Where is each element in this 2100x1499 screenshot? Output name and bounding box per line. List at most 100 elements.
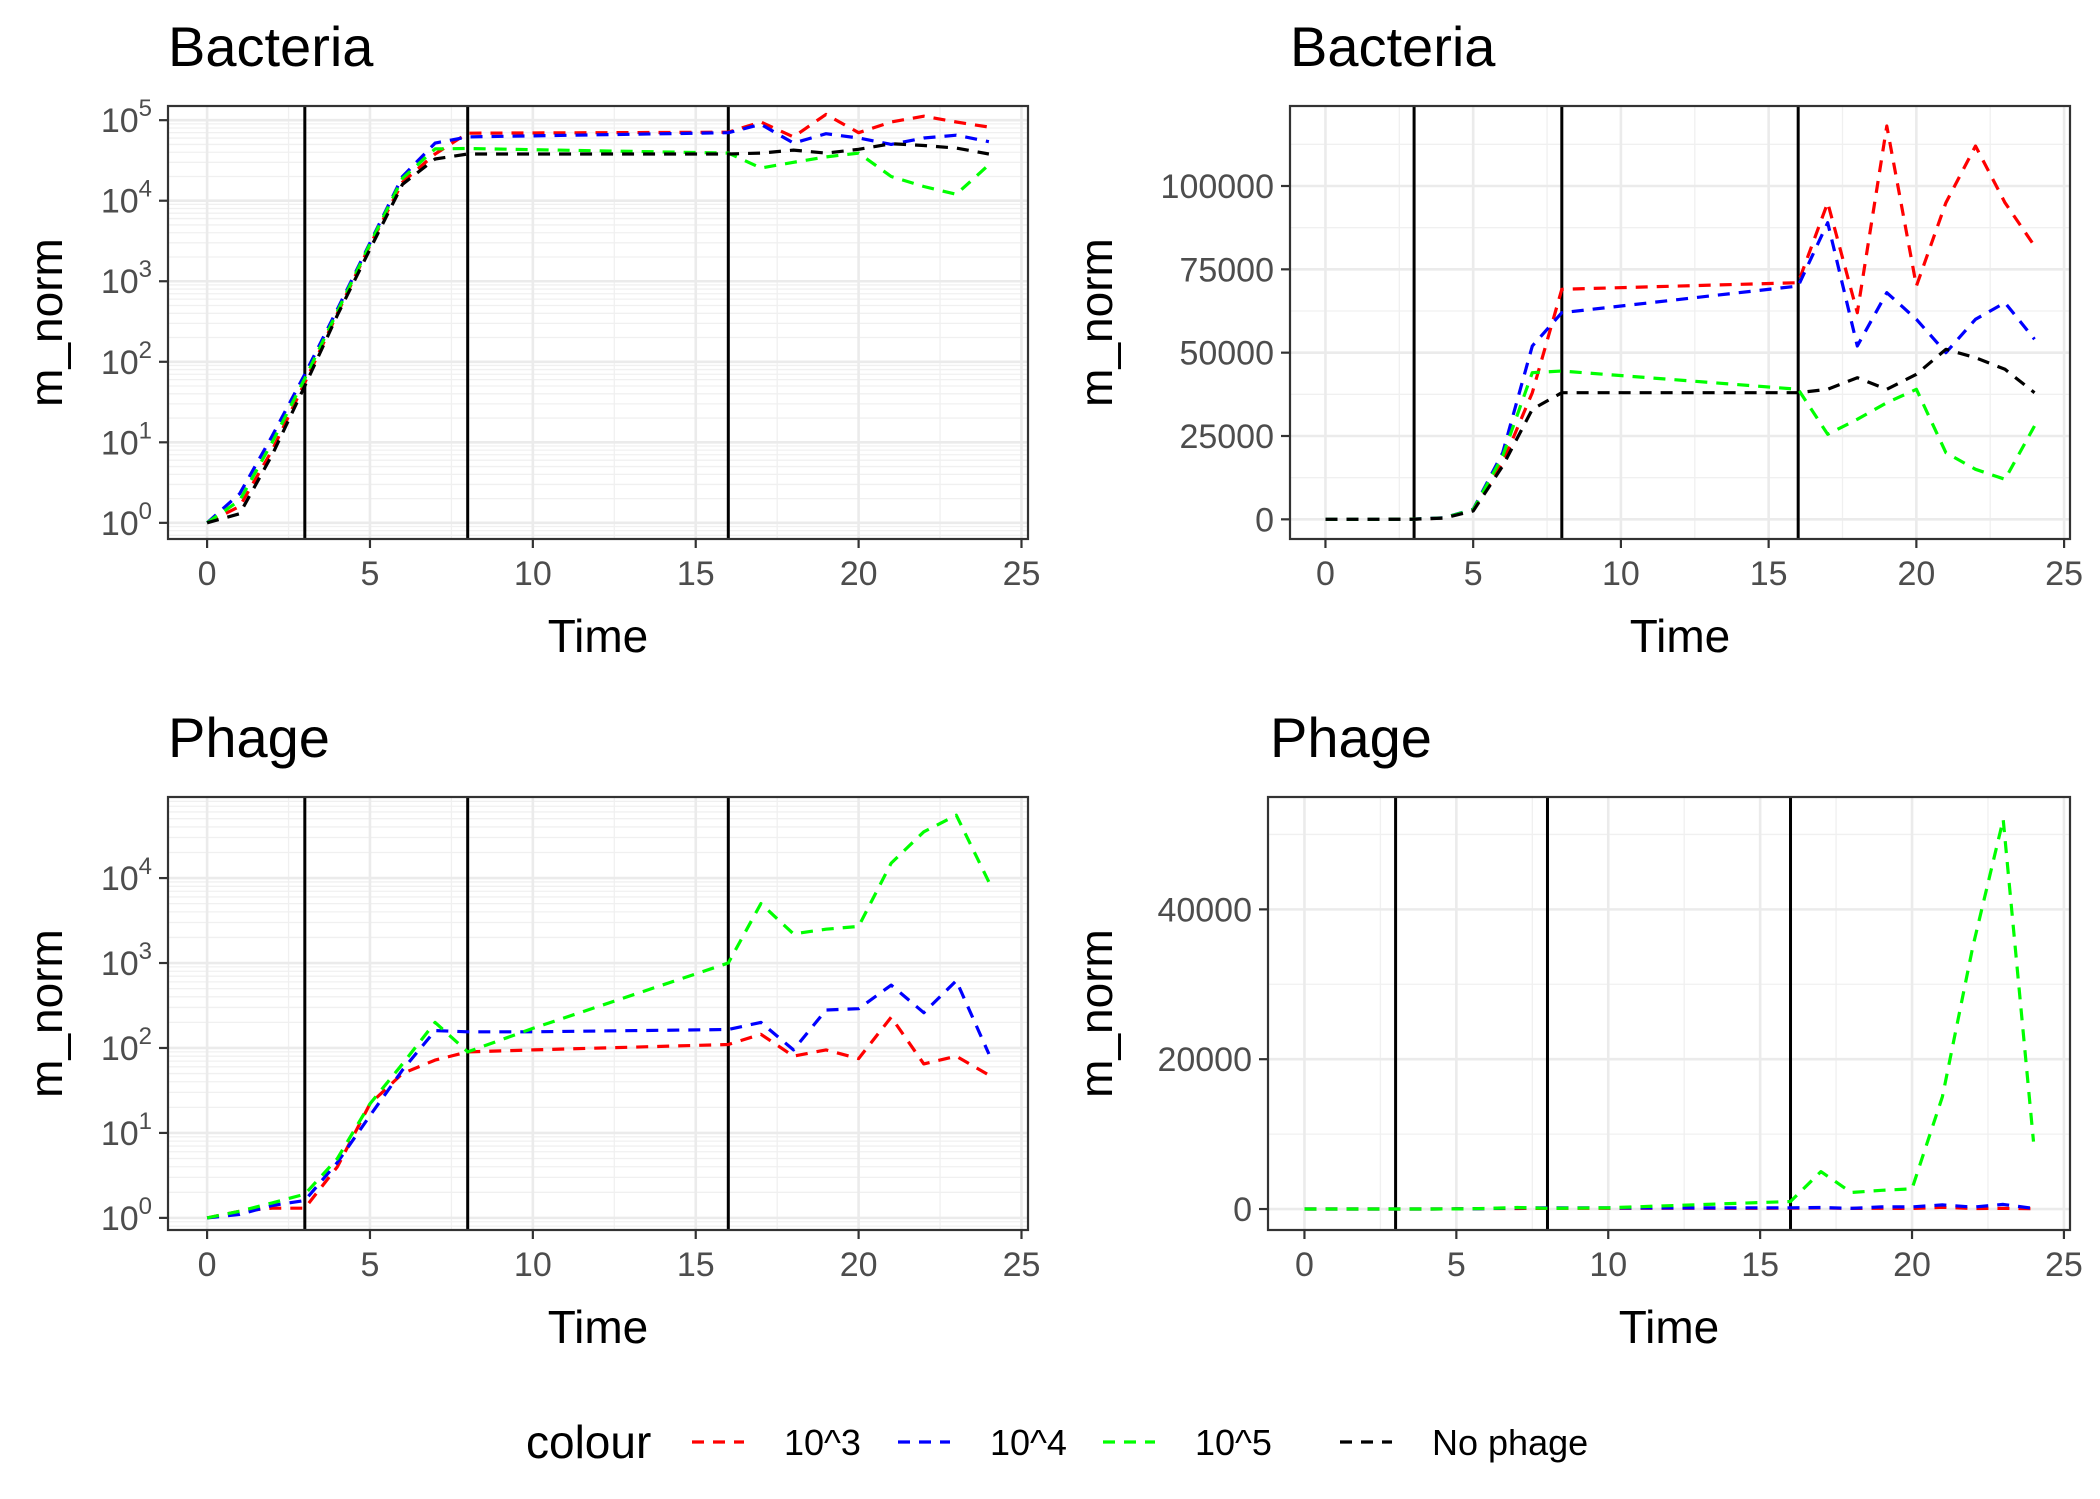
y-axis-title: m_norm [20,929,72,1098]
panel-2: 0 5 10 15 20 25 0 25000 50000 75000 100000 Bacteria… [1070,15,2083,662]
legend-title: colour [526,1416,651,1468]
y-tick-label: 103 [101,938,152,983]
y-tick-label: 102 [101,337,152,382]
series [206,112,990,525]
y-tick-label: 100 [101,1193,152,1238]
x-tick-label: 10 [514,555,552,593]
series-line-10-4 [206,122,990,524]
x-tick-label: 25 [2045,555,2083,593]
grid [168,797,1028,1230]
y-axis-title: m_norm [1070,238,1122,407]
legend: colour 10^3 10^4 10^5 No phage [526,1416,1588,1468]
series-line-10-4 [1325,221,2036,521]
series-line-10-4 [206,979,991,1220]
x-tick-label: 25 [1003,1246,1041,1284]
y-tick-label: 104 [101,176,152,221]
x-tick-label: 20 [1893,1246,1931,1284]
panel-title: Bacteria [1290,15,1496,78]
panel-border [1266,795,2072,1232]
y-tick-label: 75000 [1179,251,1274,289]
series-line-10-5 [1304,817,2036,1211]
panel-1: 0 5 10 15 20 25 100 101 102 103 104 105 Bacteria Time… [20,15,1040,662]
plot-area [168,797,1028,1230]
reference-lines [1412,106,1800,539]
reference-lines [303,797,730,1230]
x-tick-label: 25 [2045,1246,2083,1284]
x-tick-label: 0 [1295,1246,1314,1284]
x-tick-label: 5 [1447,1246,1466,1284]
series [1325,124,2036,521]
y-tick-label: 0 [1233,1191,1252,1229]
panel-title: Bacteria [168,15,374,78]
series [206,813,991,1220]
x-tick-label: 0 [198,1246,217,1284]
y-tick-label: 101 [101,1108,152,1153]
x-axis-title: Time [1630,610,1731,662]
plot-area [1290,106,2070,539]
x-axis-title: Time [548,1301,649,1353]
y-tick-label: 103 [101,256,152,301]
x-tick-label: 10 [1602,555,1640,593]
x-tick-label: 20 [840,555,878,593]
x-tick-label: 15 [1741,1246,1779,1284]
x-axis-title: Time [1619,1301,1720,1353]
x-tick-label: 25 [1003,555,1041,593]
legend-label: 10^5 [1195,1422,1272,1463]
y-tick-label: 0 [1255,501,1274,539]
x-tick-label: 15 [677,1246,715,1284]
x-tick-label: 0 [1316,555,1335,593]
y-tick-label: 105 [101,95,152,140]
x-tick-label: 10 [1589,1246,1627,1284]
x-tick-label: 15 [677,555,715,593]
legend-entry: No phage [1340,1422,1588,1463]
series-line-no-phage [206,142,990,525]
x-tick-label: 20 [1897,555,1935,593]
legend-label: 10^3 [784,1422,861,1463]
series-line-10-5 [1325,369,2036,521]
panel-4: 0 5 10 15 20 25 0 20000 40000 Phage Time m_norm [1070,706,2083,1353]
panel-title: Phage [168,706,330,769]
x-tick-label: 5 [1464,555,1483,593]
panel-title: Phage [1270,706,1432,769]
x-tick-label: 20 [840,1246,878,1284]
x-tick-label: 10 [514,1246,552,1284]
reference-lines [303,106,730,539]
x-tick-label: 0 [198,555,217,593]
x-tick-label: 5 [361,1246,380,1284]
panels: 0 5 10 15 20 25100101102103104105BacteriaTime… [20,15,2083,1353]
y-tick-label: 20000 [1157,1041,1252,1079]
panel-border [1288,104,2072,541]
grid [1290,106,2070,539]
legend-entry: 10^5 [1103,1422,1272,1463]
grid [1268,797,2070,1230]
series [1304,817,2036,1211]
series-line-10-5 [206,813,991,1220]
grid [168,106,1028,539]
legend-label: 10^4 [990,1422,1067,1463]
y-tick-label: 50000 [1179,335,1274,373]
x-axis-title: Time [548,610,649,662]
y-axis-title: m_norm [20,238,72,407]
series-line-10-3 [1325,124,2036,521]
y-tick-label: 100 [101,498,152,543]
series-line-10-3 [206,112,990,525]
panel-border [166,795,1030,1232]
plot-area [1268,797,2070,1230]
legend-label: No phage [1432,1422,1588,1463]
reference-lines [1394,797,1793,1230]
panel-border [166,104,1030,541]
y-axis-title: m_norm [1070,929,1122,1098]
y-tick-label: 100000 [1161,168,1274,206]
y-tick-label: 25000 [1179,418,1274,456]
y-tick-label: 102 [101,1023,152,1068]
y-tick-label: 40000 [1157,891,1252,929]
legend-entry: 10^3 [692,1422,861,1463]
y-tick-label: 101 [101,417,152,462]
x-tick-label: 15 [1750,555,1788,593]
y-tick-label: 104 [101,853,152,898]
panel-3: 0 5 10 15 20 25 100 101 102 103 104 Phage Time m_norm [20,706,1040,1353]
x-tick-label: 5 [361,555,380,593]
legend-entry: 10^4 [898,1422,1067,1463]
series-line-10-3 [206,1015,990,1220]
